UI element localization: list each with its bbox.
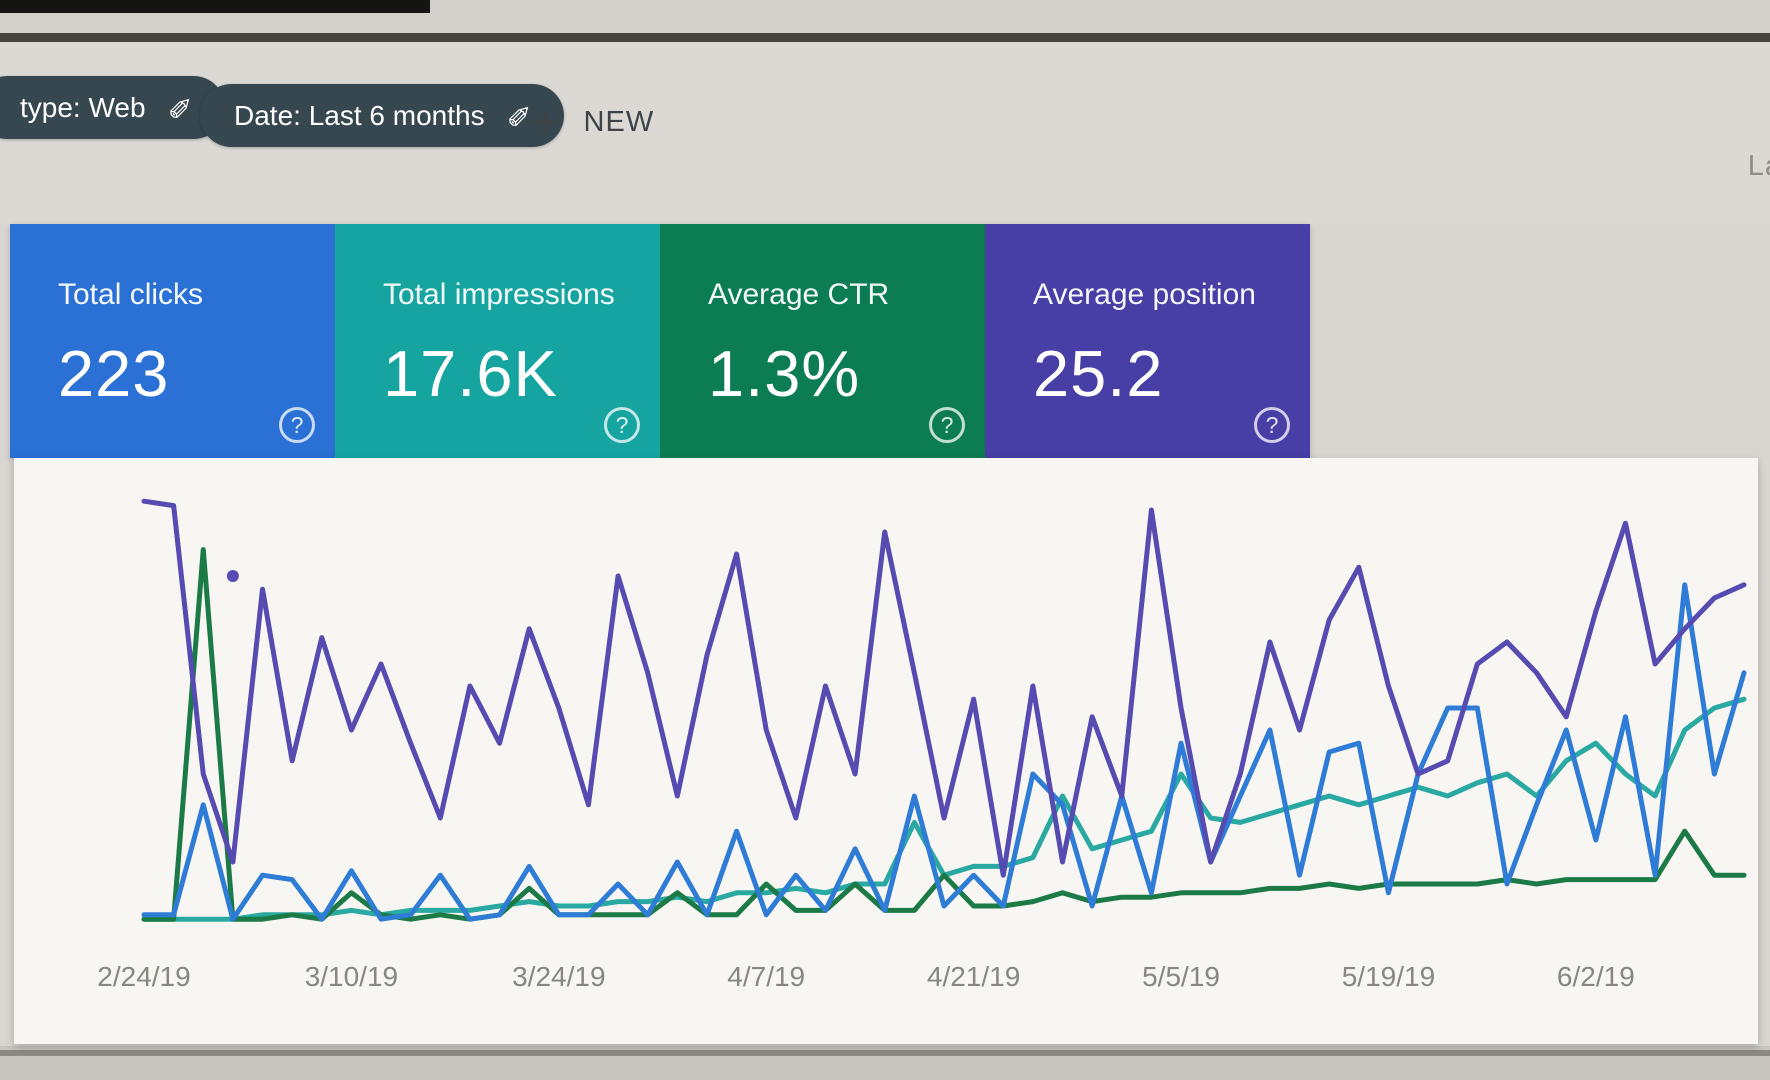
help-icon[interactable]: ?	[929, 407, 965, 443]
series-line-total-clicks[interactable]	[141, 582, 1747, 922]
card-average-ctr[interactable]: Average CTR 1.3% ?	[660, 224, 985, 458]
plus-icon: +	[533, 98, 558, 145]
x-axis-tick-label: 5/19/19	[1342, 961, 1435, 992]
help-icon[interactable]: ?	[1254, 407, 1290, 443]
x-axis-tick-label: 6/2/19	[1557, 961, 1635, 992]
screen-edge-line-bottom	[0, 1050, 1770, 1056]
x-axis-tick-label: 2/24/19	[97, 961, 190, 992]
help-icon[interactable]: ?	[604, 407, 640, 443]
isolated-data-point	[226, 570, 239, 582]
help-icon[interactable]: ?	[279, 407, 315, 443]
performance-chart-panel[interactable]: 2/24/19 3/10/19 3/24/19 4/7/19 4/21/19 5/5/19…	[14, 458, 1758, 1044]
x-axis-tick-label: 3/24/19	[512, 961, 605, 992]
card-average-position-label: Average position	[1033, 278, 1256, 311]
filter-chip-date-range-label: Date: Last 6 months	[234, 99, 485, 131]
card-average-position-value: 25.2	[1033, 337, 1164, 410]
new-filter-button-label: NEW	[583, 105, 655, 138]
screen-edge-line-top	[0, 33, 1770, 42]
card-total-impressions[interactable]: Total impressions 17.6K ?	[335, 224, 660, 458]
card-total-clicks-label: Total clicks	[58, 278, 204, 311]
card-total-clicks[interactable]: Total clicks 223 ?	[10, 224, 335, 458]
card-total-impressions-value: 17.6K	[383, 337, 558, 410]
x-axis-tick-label: 5/5/19	[1142, 961, 1220, 992]
series-line-average-position[interactable]	[141, 498, 1747, 878]
card-average-ctr-value: 1.3%	[708, 337, 861, 410]
x-axis-tick-label: 3/10/19	[305, 961, 398, 992]
card-total-clicks-value: 223	[58, 337, 170, 410]
card-average-ctr-label: Average CTR	[708, 278, 890, 311]
x-axis-tick-label: 4/21/19	[927, 961, 1020, 992]
truncated-right-label: La	[1747, 150, 1770, 182]
filter-bar: type: Web ✎ Date: Last 6 months ✎ + NEW …	[0, 42, 1770, 224]
filter-chip-search-type-label: type: Web	[20, 91, 146, 123]
pencil-icon[interactable]: ✎	[165, 94, 199, 121]
new-filter-button[interactable]: + NEW	[533, 94, 654, 150]
filter-chip-date-range[interactable]: Date: Last 6 months ✎	[200, 84, 564, 147]
filter-chip-search-type[interactable]: type: Web ✎	[0, 76, 225, 139]
metric-cards-row: Total clicks 223 ? Total impressions 17.…	[10, 224, 1310, 458]
performance-line-chart[interactable]: 2/24/19 3/10/19 3/24/19 4/7/19 4/21/19 5/5/19…	[14, 458, 1758, 1044]
x-axis-tick-label: 4/7/19	[727, 961, 805, 992]
screen-corner-shadow	[0, 0, 430, 13]
pencil-icon[interactable]: ✎	[504, 102, 538, 129]
card-total-impressions-label: Total impressions	[383, 278, 615, 311]
card-average-position[interactable]: Average position 25.2 ?	[985, 224, 1310, 458]
series-line-average-ctr[interactable]	[141, 547, 1747, 922]
